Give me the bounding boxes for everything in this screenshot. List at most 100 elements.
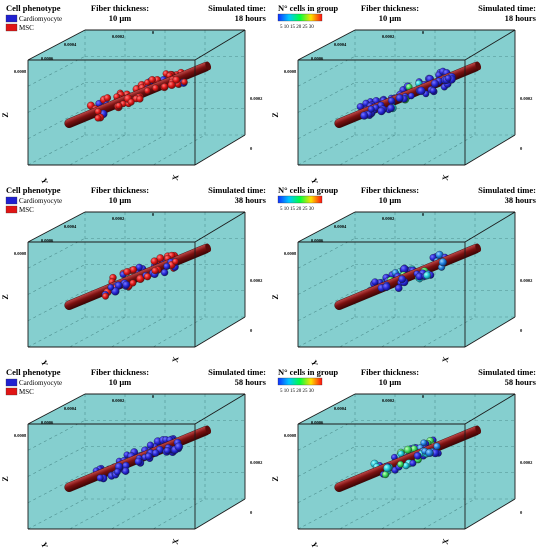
grid-line [27,446,86,477]
cell [398,275,406,283]
grid-line [339,498,396,530]
box-edges [297,211,516,348]
cell [129,279,137,287]
tick-label: 0.0004 [64,406,77,411]
tick-label: 0.0002 [112,34,125,39]
cell [383,463,392,473]
tick-label: 0 [152,212,155,217]
legend-title: Cell phenotype [6,3,61,13]
tick-label: 0.0006 [41,56,54,61]
tick-label: 0.0008 [284,433,297,438]
panel-38h-group: 0.0004 0.0006 0.0008 0.0002 0 0.0002 0 Z Y X Fiber… [271,185,537,368]
fiber-end [205,243,212,253]
fiber-end [475,425,482,435]
tick-label: 0.0008 [284,69,297,74]
box-edge [297,29,356,61]
tick-label: 0.0002 [250,96,263,101]
grid-line [423,134,476,166]
cell [163,447,171,454]
cell [96,474,104,482]
grid-line [297,316,356,348]
fiber-thickness-value: 10 μm [379,195,402,205]
cell [129,266,138,274]
grid-line [27,237,86,269]
tick-label: 0.0008 [14,433,27,438]
legend-title: N° cells in group [278,185,338,195]
axis-label-x: X [171,356,181,363]
cell [144,452,153,460]
tick-label: 0 [250,328,253,333]
cell [382,282,391,291]
legend-swatch-msc [5,387,18,396]
box-edge [194,134,246,166]
axis-label-x: X [441,174,451,181]
grid-line [27,82,86,113]
tick-label: 0 [520,510,523,515]
grid-line [27,419,86,451]
cell-cluster-front [377,258,447,292]
simulated-time-value: 58 hours [235,377,267,387]
cell [417,86,426,95]
box-edges [297,393,516,530]
simulated-time-value: 38 hours [235,195,267,205]
colorbar [277,13,323,22]
grid-line [111,134,166,166]
tick-label: 0.0006 [311,420,324,425]
cell [371,278,379,286]
tick-label: 0 [422,212,425,217]
fiber-thickness-label: Fiber thickness: [91,367,149,377]
legend-swatch-cardiomyocyte [5,196,18,205]
legend-swatch-cardiomyocyte [5,14,18,23]
tick-label: 0.0002 [250,460,263,465]
grid-line [297,82,356,113]
tick-label: 0.0006 [311,238,324,243]
grid-line [111,316,166,348]
box-edge [464,29,516,61]
box-grid [27,394,245,530]
cell [397,460,404,468]
box-grid [297,30,515,166]
cell [409,459,417,467]
cell [413,451,422,460]
cell [444,74,452,82]
cell [127,98,135,106]
cell-cluster-front [94,75,188,122]
simulated-time-label: Simulated time: [478,3,536,13]
grid-line [27,472,86,504]
tick-label: 0.0008 [14,69,27,74]
cell [102,292,109,300]
cell [387,104,395,112]
fiber-thickness-value: 10 μm [379,13,402,23]
simulated-time-label: Simulated time: [208,3,266,13]
grid-line [153,134,206,166]
simulated-time-label: Simulated time: [208,367,266,377]
cell-cluster-front [379,442,442,479]
grid-line [297,472,356,504]
tick-label: 0.0008 [284,251,297,256]
grid-line [27,134,86,166]
tick-label: 0 [520,328,523,333]
axis-label-z: Z [1,294,10,299]
grid-line [381,134,436,166]
grid-line [153,498,206,530]
tick-label: 0.0002 [520,96,533,101]
cell [143,272,152,281]
simulated-time-value: 18 hours [235,13,267,23]
tick-label: 0.0002 [520,278,533,283]
panel-58h-group: 0.0004 0.0006 0.0008 0.0002 0 0.0002 0 Z Y X Fiber… [271,367,537,550]
tick-label: 0.0002 [520,460,533,465]
legend-title: Cell phenotype [6,367,61,377]
cell [136,274,145,283]
fiber-end [475,243,482,253]
axis-label-x: X [171,174,181,181]
tick-label: 0.0004 [334,406,347,411]
cell [360,111,369,120]
cell [163,262,171,270]
colorbar-ticks: 5 10 15 20 25 30 [280,207,314,212]
cell [152,449,160,457]
tick-label: 0.0006 [311,56,324,61]
grid-line [297,108,356,140]
fiber-thickness-label: Fiber thickness: [361,185,419,195]
cell [423,271,432,280]
